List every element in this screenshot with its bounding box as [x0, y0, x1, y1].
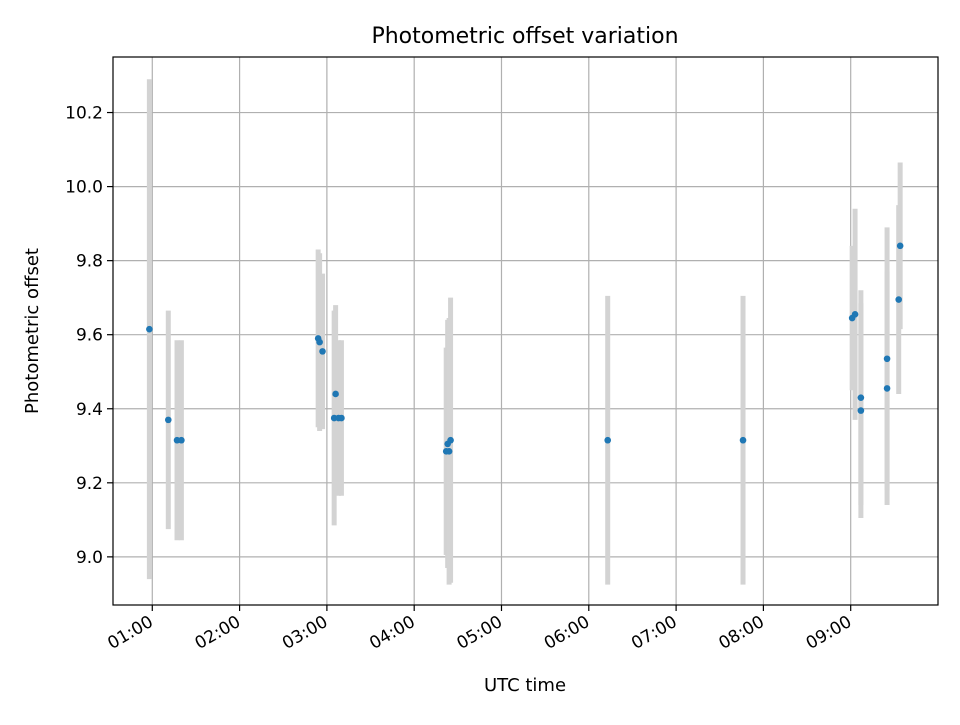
y-tick-label: 9.8: [76, 252, 103, 272]
y-tick-label: 9.2: [76, 474, 103, 494]
x-tick-label: 08:00: [715, 612, 767, 654]
error-bars: [146, 79, 903, 585]
x-tick-label: 06:00: [541, 612, 593, 654]
x-tick-label: 09:00: [803, 612, 855, 654]
data-point: [739, 436, 747, 444]
x-axis: 01:00 02:00 03:00 04:00 05:00 06:00 07:00 08:00…: [104, 605, 855, 654]
data-point: [851, 311, 859, 318]
data-point: [604, 436, 612, 444]
x-tick-label: 03:00: [279, 612, 331, 654]
x-tick-label: 05:00: [454, 612, 506, 654]
data-point: [319, 348, 326, 355]
data-point: [895, 296, 903, 303]
y-tick-label: 10.2: [65, 104, 103, 124]
x-tick-label: 01:00: [104, 612, 156, 654]
data-point: [164, 416, 172, 424]
y-tick-label: 9.4: [76, 400, 103, 420]
y-tick-label: 9.6: [76, 326, 103, 346]
data-point: [883, 355, 891, 363]
data-point: [178, 436, 185, 444]
x-axis-label: UTC time: [484, 675, 566, 696]
data-point: [447, 436, 454, 444]
data-point: [445, 448, 453, 455]
data-point: [857, 407, 865, 414]
x-tick-label: 07:00: [628, 612, 680, 654]
data-point: [857, 394, 865, 401]
plot-frame: [112, 56, 939, 606]
x-tick-label: 02:00: [192, 612, 244, 654]
data-point: [146, 325, 153, 333]
data-point: [896, 242, 904, 250]
data-point: [883, 385, 891, 392]
x-tick-label: 04:00: [366, 612, 418, 654]
data-point: [316, 338, 323, 346]
y-tick-label: 10.0: [65, 178, 103, 198]
grid-lines: [113, 57, 938, 605]
y-axis-label: Photometric offset: [22, 248, 43, 414]
data-point: [338, 414, 345, 422]
data-points: [146, 242, 904, 455]
data-point: [332, 390, 339, 398]
y-axis: 9.0 9.2 9.4 9.6 9.8 10.0 10.2: [65, 104, 113, 568]
chart-title: Photometric offset variation: [371, 24, 678, 49]
y-tick-label: 9.0: [76, 548, 103, 568]
